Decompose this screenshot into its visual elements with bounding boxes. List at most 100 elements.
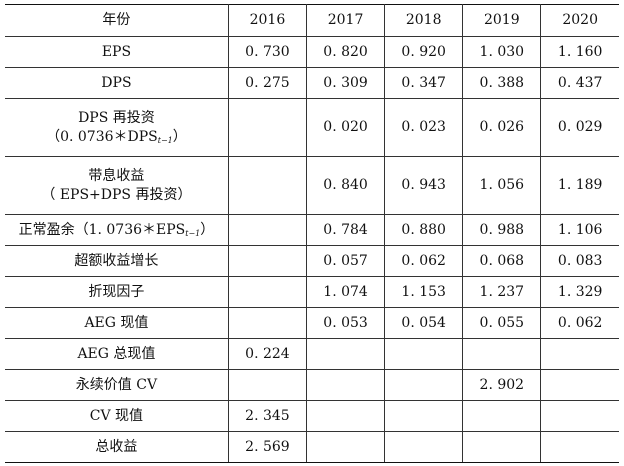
table-cell	[227, 245, 307, 277]
row-label: DPS 再投资 （0. 0736＊DPSt−1）	[5, 98, 229, 157]
row-label: 折现因子	[5, 276, 229, 308]
table-cell: 0. 053	[305, 307, 386, 339]
table-cell: 1. 329	[540, 276, 619, 308]
row-label: EPS	[5, 36, 229, 68]
table-cell: 1. 106	[540, 214, 619, 246]
table-cell	[227, 156, 307, 215]
table-row: AEG 现值 0. 053 0. 054 0. 055 0. 062	[5, 307, 619, 339]
table-cell: 0. 057	[305, 245, 386, 277]
table-cell: 0. 820	[305, 36, 386, 68]
row-label: 带息收益 （ EPS+DPS 再投资）	[5, 156, 229, 215]
row-label-line1: 超额收益增长	[74, 252, 159, 269]
row-label: CV 现值	[5, 400, 229, 432]
table-cell	[462, 338, 542, 370]
table-row: DPS 0. 275 0. 309 0. 347 0. 388 0. 437	[5, 67, 619, 99]
table-cell: 0. 784	[305, 214, 386, 246]
table-cell: 0. 023	[384, 98, 464, 157]
table-row: 折现因子 1. 074 1. 153 1. 237 1. 329	[5, 276, 619, 308]
table-cell: 0. 840	[305, 156, 386, 215]
table-cell: 0. 437	[540, 67, 619, 99]
table-cell: 1. 030	[462, 36, 542, 68]
table-cell: 0. 068	[462, 245, 542, 277]
row-label-line1: AEG 总现值	[77, 345, 156, 362]
table-row: 带息收益 （ EPS+DPS 再投资） 0. 840 0. 943 1. 056 1. 1…	[5, 156, 619, 215]
row-label-line1: DPS	[101, 74, 132, 91]
table-row: CV 现值 2. 345	[5, 400, 619, 432]
table-cell	[227, 307, 307, 339]
table-cell: 0. 388	[462, 67, 542, 99]
table-row: EPS 0. 730 0. 820 0. 920 1. 030 1. 160	[5, 36, 619, 68]
row-label: AEG 现值	[5, 307, 229, 339]
table-cell	[384, 338, 464, 370]
table-cell: 2. 569	[227, 431, 307, 463]
table-cell	[305, 338, 386, 370]
header-year-label: 年份	[5, 4, 229, 37]
table-cell	[462, 431, 542, 463]
table-cell	[384, 431, 464, 463]
table-cell: 1. 237	[462, 276, 542, 308]
row-label-line1: AEG 现值	[84, 314, 149, 331]
table-cell: 0. 083	[540, 245, 619, 277]
table-cell	[540, 338, 619, 370]
row-label-line1: 永续价值 CV	[75, 376, 158, 393]
table-cell: 0. 062	[384, 245, 464, 277]
row-label: 总收益	[5, 431, 229, 463]
table-cell	[227, 369, 307, 401]
table-cell	[540, 431, 619, 463]
row-label: DPS	[5, 67, 229, 99]
table-cell: 2. 345	[227, 400, 307, 432]
row-label-line1: 带息收益	[88, 167, 145, 184]
table-row: 永续价值 CV 2. 902	[5, 369, 619, 401]
table-cell: 0. 347	[384, 67, 464, 99]
row-label-line2-end: ）	[172, 128, 187, 145]
row-label-line1: 折现因子	[88, 283, 145, 300]
table-cell: 1. 074	[305, 276, 386, 308]
header-2020: 2020	[540, 4, 619, 37]
row-label-subscript: t−1	[185, 228, 201, 238]
table-cell: 0. 920	[384, 36, 464, 68]
row-label: AEG 总现值	[5, 338, 229, 370]
row-label-line2-text: （0. 0736＊DPS	[46, 128, 158, 145]
row-label-line1: DPS 再投资	[78, 109, 155, 126]
header-2017: 2017	[305, 4, 386, 37]
table-cell: 0. 020	[305, 98, 386, 157]
table-cell: 0. 880	[384, 214, 464, 246]
table-cell: 0. 054	[384, 307, 464, 339]
table-cell: 0. 055	[462, 307, 542, 339]
table-cell: 1. 160	[540, 36, 619, 68]
table-cell: 0. 224	[227, 338, 307, 370]
table-cell: 0. 988	[462, 214, 542, 246]
row-label-line2: （ EPS+DPS 再投资）	[5, 186, 228, 205]
row-label-line1: EPS	[101, 43, 132, 60]
row-label-line1: 正常盈余（1. 0736＊EPS	[18, 221, 186, 238]
table-cell: 1. 056	[462, 156, 542, 215]
table-cell	[227, 214, 307, 246]
header-2018: 2018	[384, 4, 464, 37]
table-cell	[540, 400, 619, 432]
table-cell	[540, 369, 619, 401]
row-label-line1: CV 现值	[89, 407, 144, 424]
table-cell: 0. 026	[462, 98, 542, 157]
row-label-line2-text: （ EPS+DPS 再投资）	[41, 186, 192, 203]
table-row: 总收益 2. 569	[5, 431, 619, 463]
table-row: 正常盈余（1. 0736＊EPSt−1） 0. 784 0. 880 0. 988 1.…	[5, 214, 619, 246]
table-cell: 0. 029	[540, 98, 619, 157]
header-2019: 2019	[462, 4, 542, 37]
row-label-line2-subscript: t−1	[157, 135, 173, 145]
table-cell: 2. 902	[462, 369, 542, 401]
table-cell: 0. 062	[540, 307, 619, 339]
table-cell: 0. 309	[305, 67, 386, 99]
table-cell	[462, 400, 542, 432]
table-cell: 1. 153	[384, 276, 464, 308]
table-cell: 1. 189	[540, 156, 619, 215]
valuation-table: 年份 2016 2017 2018 2019 2020 EPS 0. 730 0. …	[5, 4, 619, 463]
table-row: 超额收益增长 0. 057 0. 062 0. 068 0. 083	[5, 245, 619, 277]
table-row: AEG 总现值 0. 224	[5, 338, 619, 370]
table-cell	[305, 369, 386, 401]
row-label: 永续价值 CV	[5, 369, 229, 401]
header-2016: 2016	[227, 4, 307, 37]
row-label-end: ）	[200, 221, 215, 238]
table-cell	[384, 400, 464, 432]
table-cell	[227, 98, 307, 157]
table-cell	[305, 400, 386, 432]
